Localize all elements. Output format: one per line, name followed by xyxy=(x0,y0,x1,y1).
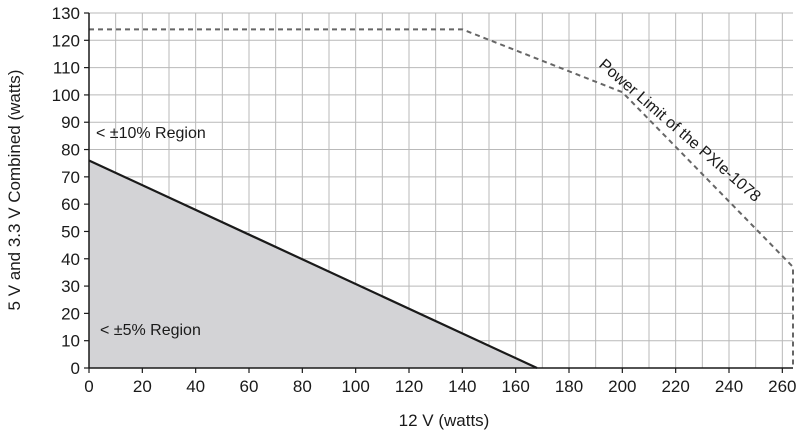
region-5-label: < ±5% Region xyxy=(100,322,201,339)
y-tick-label: 0 xyxy=(71,359,80,378)
y-tick-label: 130 xyxy=(52,4,80,23)
y-tick-label: 10 xyxy=(61,332,80,351)
region-boundary-line xyxy=(88,159,538,369)
series-layer xyxy=(88,28,794,369)
x-tick-label: 20 xyxy=(133,377,152,396)
x-tick-label: 80 xyxy=(293,377,312,396)
y-tick-label: 120 xyxy=(52,31,80,50)
power-limit-line xyxy=(89,28,794,368)
x-tick-label: 180 xyxy=(555,377,583,396)
y-tick-label: 90 xyxy=(61,113,80,132)
y-tick-label: 100 xyxy=(52,86,80,105)
x-tick-label: 60 xyxy=(240,377,259,396)
y-axis-label: 5 V and 3.3 V Combined (watts) xyxy=(5,70,24,311)
x-tick-label: 0 xyxy=(84,377,93,396)
x-tick-label: 40 xyxy=(186,377,205,396)
y-tick-label: 50 xyxy=(61,222,80,241)
axes xyxy=(84,12,793,373)
power-limit-label: Power Limit of the PXIe-1078 xyxy=(595,56,763,205)
region-10-label: < ±10% Region xyxy=(96,125,206,142)
x-axis-label: 12 V (watts) xyxy=(399,411,490,430)
x-tick-label: 120 xyxy=(395,377,423,396)
y-tick-label: 80 xyxy=(61,141,80,160)
x-tick-label: 240 xyxy=(715,377,743,396)
grid xyxy=(89,12,793,368)
y-tick-label: 70 xyxy=(61,168,80,187)
x-tick-label: 160 xyxy=(501,377,529,396)
y-tick-label: 110 xyxy=(53,59,80,78)
y-tick-label: 30 xyxy=(61,277,80,296)
y-tick-label: 40 xyxy=(61,250,80,269)
x-tick-label: 140 xyxy=(448,377,476,396)
x-tick-label: 260 xyxy=(768,377,796,396)
x-tick-label: 220 xyxy=(661,377,689,396)
tick-labels: 0 20 40 60 80 100 120 140 160 180 200 220 240 260 0 10 2… xyxy=(52,4,797,396)
y-tick-label: 60 xyxy=(61,195,80,214)
x-tick-label: 100 xyxy=(341,377,369,396)
y-tick-label: 20 xyxy=(61,304,80,323)
x-tick-label: 200 xyxy=(608,377,636,396)
